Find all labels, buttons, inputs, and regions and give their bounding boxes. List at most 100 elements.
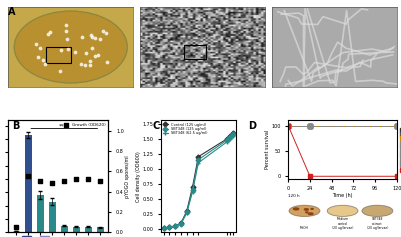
- Circle shape: [308, 213, 313, 214]
- SBT348 (125 ug/ml): [167, 226, 172, 229]
- Point: [63, 29, 70, 33]
- Legend: Growth (OD620): Growth (OD620): [63, 123, 106, 128]
- Point: [57, 69, 63, 73]
- Control (125 ug/ml): [231, 131, 235, 134]
- Control (125 ug/ml): [196, 155, 201, 158]
- SBT348 (125 ug/ml): [190, 189, 195, 191]
- Circle shape: [294, 208, 299, 210]
- Point: [92, 36, 99, 40]
- SBT348 (125 ug/ml): [228, 136, 233, 139]
- Control (125 ug/ml): [167, 226, 172, 229]
- Point: [47, 31, 53, 34]
- Control (125 ug/ml): [173, 225, 178, 228]
- Circle shape: [14, 11, 127, 83]
- Point: [45, 32, 51, 36]
- Point: [88, 33, 95, 37]
- SBT348 (62.5 ug/ml): [228, 137, 233, 140]
- Text: D: D: [249, 121, 257, 131]
- Bar: [46, 47, 71, 63]
- SBT348 (62.5 ug/ml): [231, 134, 235, 137]
- Y-axis label: Percent survival: Percent survival: [265, 130, 270, 169]
- Bar: [97, 228, 104, 232]
- Point: [25, 174, 31, 178]
- Text: ****: ****: [59, 123, 70, 128]
- Text: 120 h: 120 h: [288, 194, 300, 198]
- Point: [37, 180, 43, 183]
- Control (125 ug/ml): [225, 137, 230, 140]
- Point: [89, 46, 95, 50]
- SBT348 (62.5 ug/ml): [190, 190, 195, 193]
- Point: [37, 47, 43, 50]
- Point: [13, 225, 19, 229]
- Control (125 ug/ml): [184, 210, 189, 213]
- SBT348 (125 ug/ml): [161, 227, 166, 229]
- Circle shape: [306, 212, 308, 213]
- Point: [97, 37, 103, 41]
- FancyBboxPatch shape: [22, 236, 30, 237]
- Point: [73, 178, 79, 181]
- SBT348 (62.5 ug/ml): [161, 227, 166, 229]
- Point: [103, 60, 110, 64]
- Text: C: C: [152, 121, 160, 131]
- Point: [49, 182, 55, 185]
- Circle shape: [304, 209, 308, 210]
- Point: [85, 178, 91, 181]
- SBT348 (62.5 ug/ml): [184, 211, 189, 214]
- SBT348 (62.5 ug/ml): [167, 226, 172, 229]
- Point: [100, 29, 106, 33]
- SBT348 (125 ug/ml): [178, 222, 183, 225]
- SBT348 (62.5 ug/ml): [178, 222, 183, 225]
- Point: [81, 64, 88, 67]
- Point: [87, 59, 93, 63]
- Text: A: A: [8, 7, 16, 17]
- SBT348 (125 ug/ml): [231, 132, 235, 135]
- Circle shape: [289, 205, 320, 216]
- Circle shape: [327, 205, 358, 216]
- Point: [42, 62, 48, 66]
- Legend: Untreated, Vehicle control, Medium control (20 ug/larvae), SBT348 (20 ug/larvae): Untreated, Vehicle control, Medium contr…: [400, 127, 401, 172]
- Point: [89, 35, 95, 39]
- Point: [63, 23, 69, 27]
- FancyBboxPatch shape: [40, 236, 49, 237]
- Control (125 ug/ml): [190, 186, 195, 188]
- Point: [95, 54, 101, 57]
- Point: [87, 63, 93, 67]
- Control (125 ug/ml): [178, 222, 183, 225]
- SBT348 (62.5 ug/ml): [173, 225, 178, 228]
- Text: B: B: [12, 121, 19, 131]
- SBT348 (62.5 ug/ml): [196, 161, 201, 164]
- Line: SBT348 (62.5 ug/ml): SBT348 (62.5 ug/ml): [162, 133, 235, 230]
- Point: [61, 180, 67, 183]
- SBT348 (125 ug/ml): [225, 138, 230, 141]
- Bar: [24, 135, 32, 232]
- Point: [58, 48, 64, 52]
- Line: Control (125 ug/ml): Control (125 ug/ml): [162, 131, 235, 230]
- Point: [35, 55, 41, 59]
- SBT348 (125 ug/ml): [196, 158, 201, 161]
- Circle shape: [362, 205, 393, 216]
- Bar: [85, 227, 92, 232]
- Point: [92, 54, 98, 58]
- Point: [78, 36, 85, 39]
- Control (125 ug/ml): [228, 134, 233, 137]
- Bar: [184, 45, 206, 59]
- Point: [97, 180, 103, 183]
- Text: SBT348
extract
(20 ug/larvae): SBT348 extract (20 ug/larvae): [367, 217, 388, 230]
- Point: [72, 50, 78, 54]
- Text: MeOH: MeOH: [300, 226, 309, 230]
- Control (125 ug/ml): [161, 227, 166, 229]
- Y-axis label: Cell density (OD600): Cell density (OD600): [136, 151, 141, 202]
- Point: [103, 31, 109, 35]
- Point: [77, 62, 84, 66]
- Y-axis label: pYOGO spores/ml: pYOGO spores/ml: [125, 155, 130, 198]
- Line: SBT348 (125 ug/ml): SBT348 (125 ug/ml): [162, 132, 235, 230]
- Bar: [73, 227, 80, 232]
- Point: [83, 51, 89, 55]
- Bar: [61, 226, 68, 232]
- Bar: [36, 195, 44, 232]
- Bar: [49, 202, 56, 232]
- Legend: Control (125 ug/ml), SBT348 (125 ug/ml), SBT348 (62.5 ug/ml): Control (125 ug/ml), SBT348 (125 ug/ml),…: [162, 122, 208, 136]
- Point: [40, 58, 46, 62]
- SBT348 (125 ug/ml): [173, 225, 178, 228]
- Bar: [12, 231, 20, 232]
